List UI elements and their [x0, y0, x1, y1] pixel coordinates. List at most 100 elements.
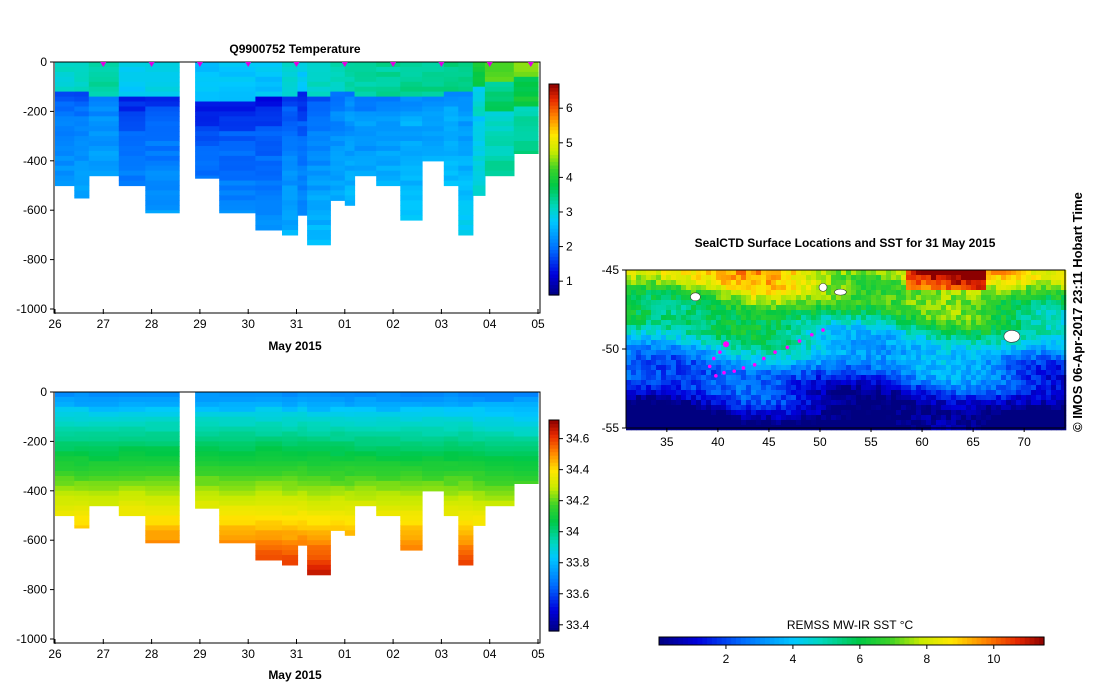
sst-cell: [741, 275, 747, 281]
y-tick-label: -45: [602, 263, 620, 277]
sst-cell: [761, 350, 767, 356]
section-cell: [472, 500, 486, 507]
section-cell: [344, 392, 356, 398]
sst-cell: [821, 280, 827, 286]
sst-cell: [786, 270, 792, 276]
sst-cell: [971, 275, 977, 281]
sst-cell: [996, 315, 1002, 321]
section-cell: [513, 436, 539, 442]
colorbar-swatch: [549, 448, 559, 453]
sst-cell: [901, 320, 907, 326]
section-cell: [422, 96, 445, 103]
sst-cell: [1056, 335, 1062, 341]
sst-cell: [821, 380, 827, 386]
sst-cell: [941, 270, 947, 276]
colorbar-swatch: [549, 599, 559, 604]
colorbar-swatch: [549, 193, 559, 198]
colorbar-swatch: [755, 637, 761, 645]
sst-cell: [901, 280, 907, 286]
sst-cell: [661, 340, 667, 346]
sst-cell: [696, 300, 702, 306]
sst-cell: [1016, 375, 1022, 381]
sst-cell: [796, 335, 802, 341]
sst-cell: [896, 350, 902, 356]
section-cell: [88, 76, 120, 83]
sst-cell: [811, 365, 817, 371]
section-cell: [344, 490, 356, 497]
section-cell: [472, 66, 486, 73]
section-cell: [400, 431, 423, 437]
colorbar-swatch: [549, 441, 559, 446]
section-cell: [219, 96, 256, 103]
sst-cell: [826, 270, 832, 276]
sst-cell: [891, 325, 897, 331]
sst-cell: [916, 330, 922, 336]
section-cell: [458, 436, 474, 442]
sst-cell: [941, 390, 947, 396]
sst-cell: [886, 385, 892, 391]
sst-cell: [1026, 295, 1032, 301]
sst-cell: [981, 345, 987, 351]
sst-cell: [1016, 340, 1022, 346]
sst-cell: [686, 405, 692, 411]
section-cell: [344, 111, 356, 117]
section-cell: [55, 160, 75, 167]
section-cell: [195, 76, 220, 83]
sst-cell: [841, 295, 847, 301]
section-cell: [376, 101, 401, 107]
x-tick-label: 40: [711, 435, 725, 449]
sst-cell: [651, 290, 657, 296]
sst-cell: [1046, 355, 1052, 361]
sst-cell: [651, 335, 657, 341]
sst-cell: [741, 320, 747, 326]
sst-cell: [691, 380, 697, 386]
sst-cell: [851, 370, 857, 376]
track-point: [732, 369, 737, 373]
sst-cell: [886, 355, 892, 361]
sst-cell: [871, 280, 877, 286]
sst-cell: [1036, 280, 1042, 286]
sst-cell: [956, 415, 962, 421]
section-cell: [195, 466, 220, 472]
sst-cell: [881, 300, 887, 306]
sst-cell: [681, 390, 687, 396]
section-cell: [484, 141, 515, 147]
sst-cell: [876, 275, 882, 281]
track-point: [810, 332, 814, 337]
sst-cell: [856, 290, 862, 296]
sst-cell: [631, 380, 637, 386]
sst-cell: [911, 290, 917, 296]
sst-cell: [921, 360, 927, 366]
colorbar-swatch: [549, 207, 559, 212]
section-cell: [282, 510, 299, 517]
section-cell: [330, 446, 346, 452]
sst-cell: [901, 315, 907, 321]
section-cell: [344, 446, 356, 452]
sst-cell: [721, 395, 727, 401]
section-cell: [458, 505, 474, 512]
section-cell: [354, 406, 377, 413]
section-cell: [219, 456, 256, 462]
sst-cell: [771, 315, 777, 321]
section-cell: [282, 106, 299, 112]
sst-cell: [646, 315, 652, 321]
section-cell: [344, 495, 356, 502]
section-cell: [513, 471, 539, 477]
temperature-y-ticks: 0-200-400-600-800-1000: [16, 55, 54, 316]
section-cell: [118, 411, 146, 418]
sst-cell: [906, 320, 912, 326]
section-cell: [472, 165, 486, 172]
sst-cell: [706, 405, 712, 411]
sst-cell: [1011, 405, 1017, 411]
section-cell: [88, 406, 120, 413]
sst-cell: [626, 405, 632, 411]
sst-cell: [831, 420, 837, 426]
sst-cell: [806, 340, 812, 346]
section-cell: [255, 150, 283, 157]
colorbar-tick-label: 33.4: [566, 618, 590, 632]
sst-cell: [806, 360, 812, 366]
section-cell: [255, 96, 283, 103]
sst-cell: [866, 320, 872, 326]
section-cell: [118, 86, 146, 93]
section-cell: [195, 421, 220, 428]
